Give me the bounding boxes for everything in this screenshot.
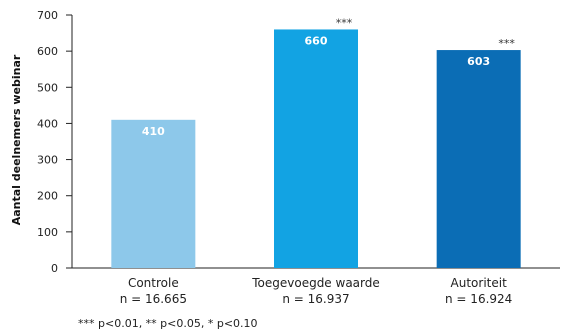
category-n-label: n = 16.937 — [282, 292, 349, 306]
bar-value-label: 410 — [142, 125, 165, 138]
category-label: Toegevoegde waarde — [251, 276, 380, 290]
y-tick-label: 700 — [37, 9, 58, 22]
category-label: Controle — [128, 276, 179, 290]
category-labels: Controle n = 16.665 Toegevoegde waarde n = … — [120, 276, 513, 306]
y-tick-label: 200 — [37, 190, 58, 203]
y-axis-label: Aantal deelnemers webinar — [10, 54, 23, 225]
y-tick-label: 100 — [37, 226, 58, 239]
significance-footnote: *** p<0.01, ** p<0.05, * p<0.10 — [78, 317, 258, 330]
bar — [436, 50, 521, 269]
category-n-label: n = 16.924 — [445, 292, 512, 306]
y-tick-label: 600 — [37, 45, 58, 58]
bar-value-label: 660 — [305, 34, 328, 47]
category-n-label: n = 16.665 — [120, 292, 187, 306]
y-tick-label: 400 — [37, 117, 58, 130]
y-tick-label: 0 — [51, 262, 58, 275]
y-tick-label: 500 — [37, 81, 58, 94]
category-label: Autoriteit — [451, 276, 508, 290]
significance-marker: *** — [336, 16, 353, 29]
y-tick-label: 300 — [37, 154, 58, 167]
significance-marker: *** — [498, 37, 515, 50]
bar — [111, 119, 196, 268]
bar-value-label: 603 — [467, 55, 490, 68]
bars: 410 660 *** 603 *** — [111, 16, 521, 269]
bar — [274, 29, 358, 269]
